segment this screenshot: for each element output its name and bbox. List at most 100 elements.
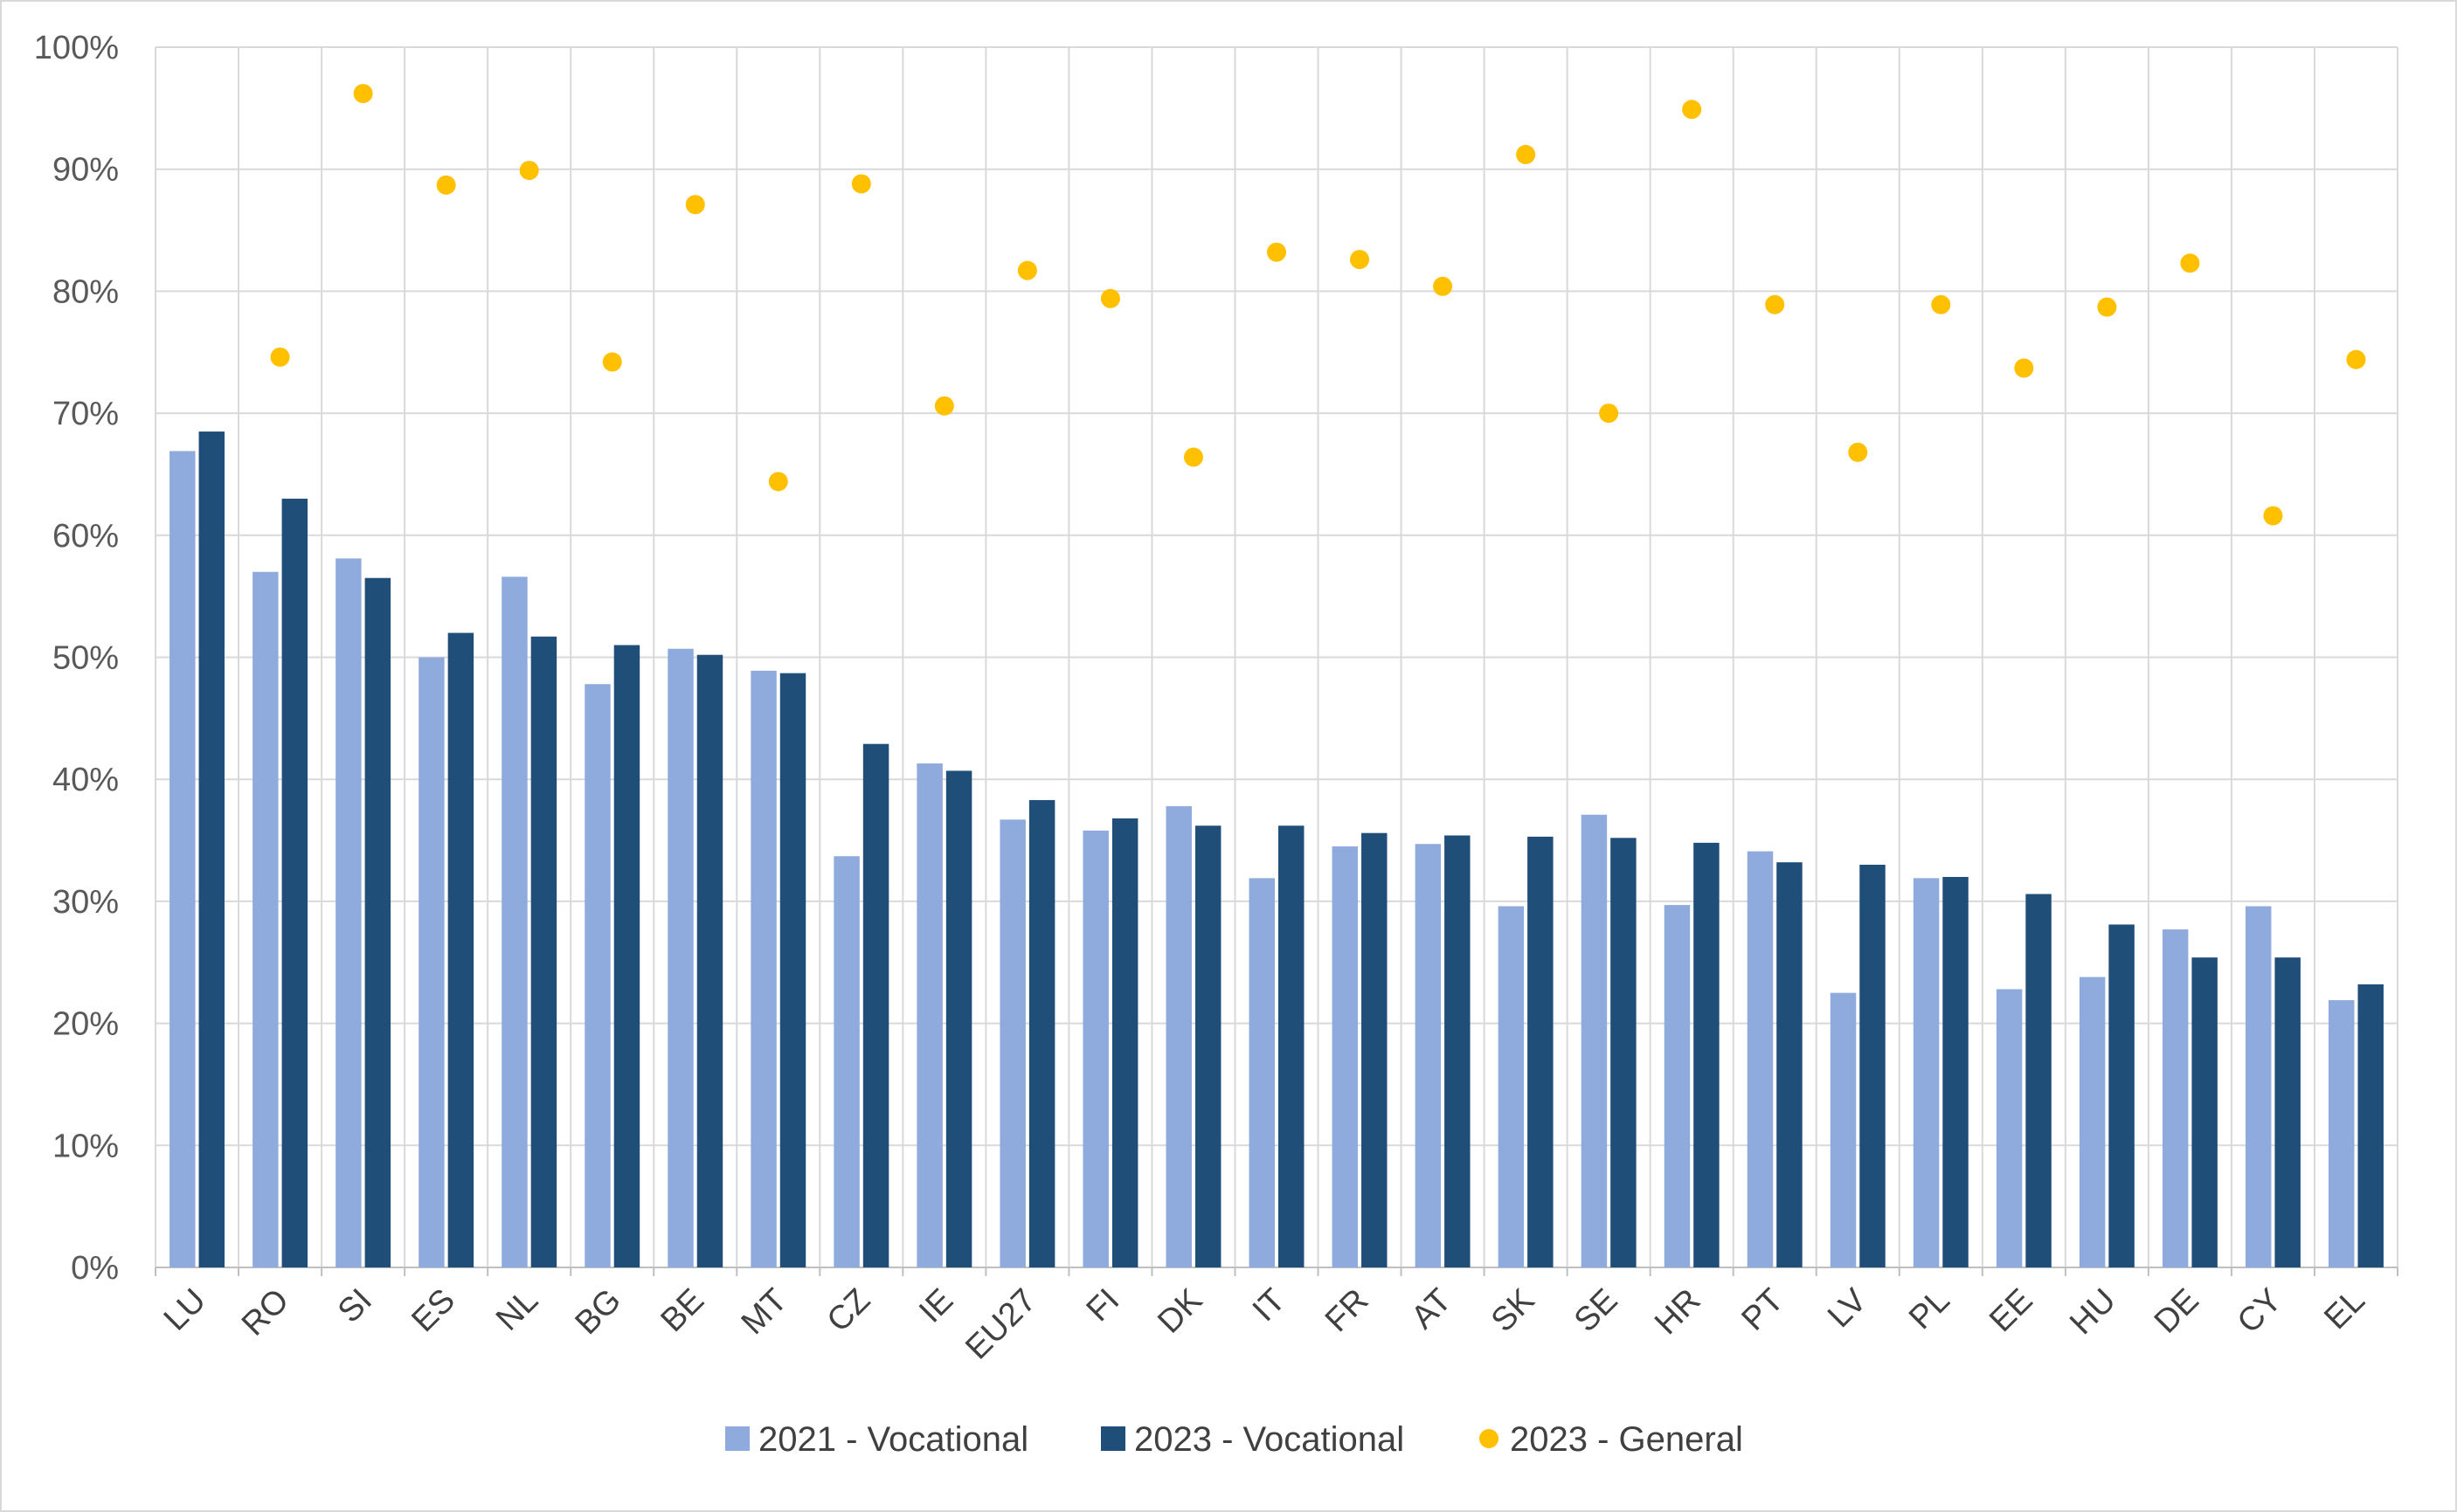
bar-2023-LV — [1859, 864, 1886, 1267]
dot-general-RO — [270, 347, 290, 367]
legend-swatch — [725, 1426, 750, 1451]
y-tick-label: 100% — [34, 30, 119, 66]
bar-2021-PL — [1913, 878, 1940, 1267]
x-tick-label: HU — [2063, 1282, 2123, 1343]
y-tick-label: 70% — [52, 396, 119, 432]
dot-general-SE — [1599, 404, 1619, 424]
bar-2021-CY — [2245, 906, 2272, 1267]
bar-2021-HR — [1664, 905, 1691, 1267]
bar-2023-SI — [364, 577, 391, 1267]
bar-2023-SE — [1610, 838, 1637, 1267]
y-axis-ticks: 0% 10% 20% 30% 40% 50% 60% 70% 80% 90% 100% — [34, 30, 119, 1287]
x-tick-label: IT — [1246, 1282, 1293, 1329]
x-tick-label: EL — [2317, 1282, 2372, 1337]
bar-2023-CZ — [862, 743, 889, 1267]
dot-general-CY — [2263, 506, 2283, 526]
x-tick-label: IE — [912, 1282, 960, 1330]
bar-2021-CZ — [834, 856, 860, 1267]
x-tick-label: BG — [569, 1282, 629, 1343]
y-tick-label: 40% — [52, 762, 119, 798]
bar-2021-AT — [1415, 844, 1442, 1267]
bar-2023-AT — [1444, 835, 1471, 1267]
bar-2021-FI — [1083, 830, 1109, 1267]
bar-2023-HR — [1693, 842, 1720, 1267]
dot-general-FR — [1350, 250, 1370, 270]
bars — [170, 432, 2384, 1267]
bar-2021-BG — [585, 684, 611, 1267]
x-tick-label: DK — [1151, 1282, 1209, 1341]
dot-general-DK — [1183, 447, 1203, 467]
dot-general-CZ — [851, 174, 871, 194]
x-tick-label: SE — [1568, 1282, 1625, 1340]
bar-2023-RO — [281, 498, 308, 1267]
bar-2023-BE — [696, 654, 723, 1267]
bar-2021-BE — [668, 648, 694, 1267]
bar-2023-SK — [1527, 836, 1554, 1267]
y-tick-label: 60% — [52, 518, 119, 555]
x-tick-label: BE — [654, 1282, 712, 1340]
dot-general-LV — [1848, 442, 1868, 462]
bar-2023-ES — [447, 632, 474, 1267]
bar-2023-HU — [2108, 924, 2135, 1267]
bar-2023-EL — [2357, 984, 2384, 1267]
bar-2023-DE — [2191, 957, 2218, 1267]
bar-2023-FI — [1111, 818, 1139, 1267]
x-tick-label: MT — [735, 1282, 795, 1343]
bar-2023-PL — [1942, 876, 1969, 1267]
bar-2023-LU — [198, 432, 225, 1267]
bar-2023-BG — [613, 645, 640, 1267]
bar-2023-FR — [1361, 832, 1388, 1267]
x-tick-label: NL — [489, 1282, 545, 1338]
x-tick-label: EE — [1983, 1282, 2040, 1340]
x-tick-label: AT — [1404, 1282, 1458, 1336]
y-tick-label: 20% — [52, 1006, 119, 1043]
x-tick-label: FI — [1080, 1282, 1127, 1329]
bar-2021-LV — [1830, 992, 1857, 1267]
bar-2023-NL — [530, 636, 557, 1267]
bar-2021-DE — [2162, 929, 2189, 1267]
dot-general-EL — [2346, 349, 2366, 369]
dot-general-PT — [1765, 294, 1785, 314]
dot-general-EE — [2014, 358, 2034, 378]
bar-2021-SE — [1581, 814, 1608, 1267]
dot-general-PL — [1931, 294, 1951, 314]
dot-general-FI — [1100, 288, 1120, 308]
legend-label: 2023 - General — [1510, 1420, 1743, 1459]
legend-swatch — [1101, 1426, 1125, 1451]
legend: 2021 - Vocational 2023 - Vocational 2023 -… — [725, 1420, 1743, 1459]
bar-2021-PT — [1747, 851, 1774, 1267]
y-tick-label: 30% — [52, 884, 119, 921]
x-tick-label: DE — [2148, 1282, 2206, 1341]
legend-label: 2021 - Vocational — [758, 1420, 1028, 1459]
bar-2023-EE — [2025, 894, 2052, 1267]
bar-2021-LU — [170, 451, 196, 1267]
x-tick-label: HR — [1648, 1282, 1708, 1343]
legend-label: 2023 - Vocational — [1134, 1420, 1404, 1459]
y-tick-label: 10% — [52, 1128, 119, 1164]
bar-2023-EU27 — [1028, 799, 1055, 1267]
x-tick-label: PT — [1735, 1282, 1791, 1338]
bar-2023-PT — [1776, 862, 1803, 1267]
dot-general-BG — [602, 352, 622, 372]
x-tick-label: SI — [331, 1282, 379, 1330]
x-tick-label: RO — [235, 1282, 296, 1343]
y-tick-label: 80% — [52, 273, 119, 310]
bar-2021-RO — [253, 571, 279, 1267]
x-tick-label: LU — [157, 1282, 213, 1338]
dot-general-EU27 — [1017, 260, 1037, 280]
bar-2021-EU27 — [1000, 819, 1026, 1267]
y-tick-label: 50% — [52, 640, 119, 677]
bar-2023-CY — [2274, 957, 2301, 1267]
bar-2023-MT — [779, 673, 806, 1267]
x-tick-label: FR — [1318, 1282, 1376, 1340]
bar-2021-IE — [917, 763, 943, 1267]
dots — [270, 84, 2366, 526]
y-tick-label: 0% — [71, 1250, 119, 1287]
dot-general-SI — [353, 84, 373, 104]
x-tick-label: ES — [405, 1282, 462, 1340]
dot-general-HR — [1682, 100, 1702, 120]
legend-swatch — [1479, 1429, 1498, 1448]
dot-general-MT — [768, 472, 788, 492]
